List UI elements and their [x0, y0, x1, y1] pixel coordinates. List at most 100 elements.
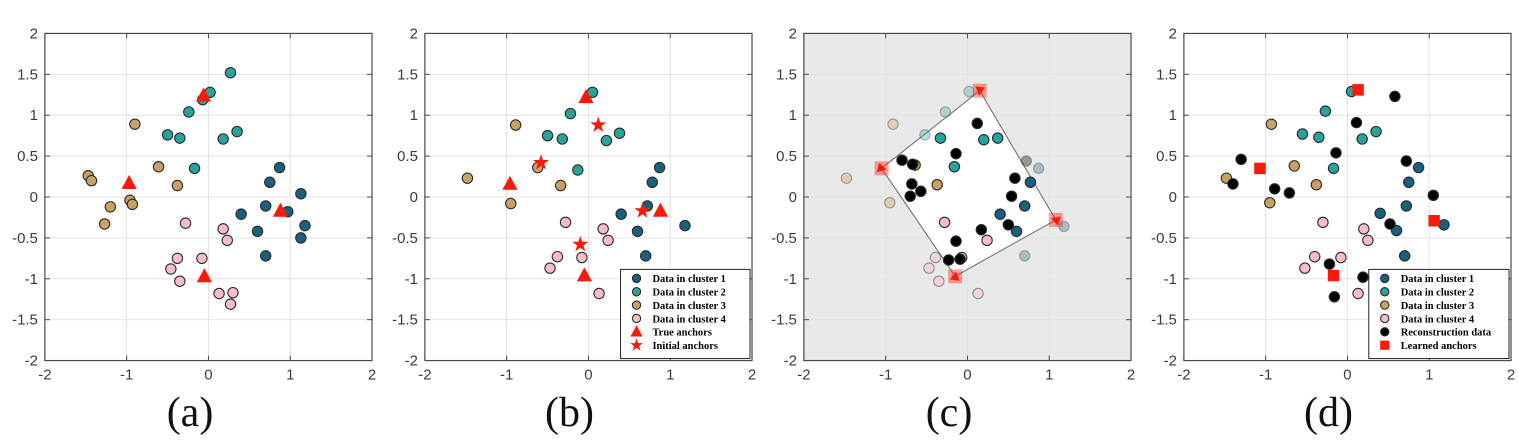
data-point: [227, 286, 239, 299]
y-tick-label: -1: [404, 271, 417, 288]
data-point: [1283, 187, 1295, 199]
x-tick-label: -2: [38, 367, 51, 384]
anchor-triangle-marker: [196, 268, 212, 283]
data-point: [188, 162, 201, 175]
x-tick-label: 0: [204, 367, 212, 384]
data-point: [887, 118, 899, 130]
data-point: [1355, 133, 1368, 145]
y-tick-label: 2: [30, 25, 38, 42]
y-tick-label: -1: [25, 271, 38, 288]
data-point: [971, 117, 983, 130]
y-tick-label: -1: [1163, 271, 1176, 288]
data-point: [639, 250, 651, 262]
data-point: [295, 187, 307, 200]
series-cluster2-faded: [919, 85, 975, 141]
tick-labels: -2 -1 0 1 2 2 1.5 1 0.5 0 -0.5 -1 -1.5 -2: [1151, 25, 1515, 383]
anchor-square-marker: [1253, 162, 1266, 175]
data-point: [509, 119, 521, 131]
data-point: [1383, 218, 1396, 230]
data-point: [906, 158, 919, 171]
data-point: [1319, 105, 1331, 117]
series-cluster3-faded: [840, 118, 899, 209]
data-point: [564, 107, 576, 120]
data-point: [614, 208, 627, 220]
data-point: [1032, 162, 1045, 175]
anchor-square-marker: [1327, 269, 1339, 282]
y-tick-label: 1.5: [776, 66, 797, 83]
x-tick-label: 0: [584, 367, 592, 384]
anchor-star-marker: [629, 338, 643, 351]
data-point: [646, 176, 658, 189]
data-point: [915, 185, 927, 198]
data-point: [183, 106, 195, 118]
anchor-triangle-marker: [576, 267, 592, 282]
subplot-caption-b: (b): [545, 390, 594, 436]
series-true-anchors: [121, 87, 289, 283]
series-cluster3: [82, 118, 184, 230]
data-point: [1010, 225, 1023, 238]
data-point: [1427, 189, 1439, 202]
data-point: [613, 127, 625, 139]
anchor-square-marker: [1379, 340, 1389, 350]
y-tick-label: 1: [30, 107, 38, 124]
x-tick-label: -2: [418, 367, 431, 384]
data-point: [1400, 200, 1412, 212]
tick-labels: -2 -1 0 1 2 2 1.5 1 0.5 0 -0.5 -1 -1.5 -2: [771, 25, 1135, 383]
data-point: [224, 298, 237, 310]
data-point: [1379, 327, 1389, 337]
x-tick-label: 2: [747, 367, 755, 384]
series-learned-anchors-hull: [874, 83, 1063, 284]
series-cluster4-faded: [923, 251, 984, 300]
x-tick-label: -2: [797, 367, 810, 384]
data-point: [1379, 287, 1389, 297]
data-point: [1400, 155, 1412, 167]
y-tick-label: 1.5: [397, 66, 418, 83]
series-cluster3: [1220, 118, 1322, 209]
data-point: [129, 118, 141, 130]
series-cluster2: [541, 86, 625, 176]
data-point: [161, 129, 174, 141]
data-point: [1018, 200, 1031, 212]
anchor-triangle-marker: [272, 202, 289, 217]
data-point: [1334, 251, 1347, 264]
y-tick-label: 0.5: [776, 148, 797, 165]
x-tick-label: 1: [1425, 367, 1433, 384]
data-point: [942, 254, 955, 266]
legend-label: Learned anchors: [1400, 341, 1476, 352]
series-cluster4: [165, 217, 239, 310]
data-point: [1005, 190, 1018, 202]
series-reconstruction: [896, 117, 1021, 266]
data-point: [259, 200, 272, 212]
plot-canvas-d: -2 -1 0 1 2 2 1.5 1 0.5 0 -0.5 -1 -1.5 -2 Data in clus…: [1151, 25, 1515, 383]
data-point: [1388, 90, 1401, 103]
data-point: [1350, 116, 1362, 129]
anchor-star-marker: [633, 202, 650, 218]
subplot-b: -2 -1 0 1 2 2 1.5 1 0.5 0 -0.5 -1 -1.5 -2 Data in clus…: [380, 0, 760, 448]
y-tick-label: -1.5: [771, 312, 797, 329]
y-tick-label: 1: [789, 107, 797, 124]
data-point: [224, 66, 237, 79]
axis-ticks: [423, 32, 753, 362]
y-tick-label: -1.5: [12, 312, 38, 329]
data-point: [896, 154, 908, 166]
anchor-star-marker: [589, 116, 606, 132]
data-point: [601, 234, 614, 247]
grid-lines: [44, 33, 373, 361]
data-point: [1373, 207, 1386, 220]
grid-lines: [803, 33, 1132, 361]
data-point: [171, 252, 184, 265]
data-point: [179, 217, 192, 229]
data-point: [264, 176, 276, 189]
data-point: [273, 161, 286, 174]
data-point: [904, 190, 916, 202]
series-cluster2: [934, 132, 1004, 173]
x-tick-label: -1: [500, 367, 513, 384]
data-point: [196, 252, 208, 265]
data-point: [1316, 216, 1329, 229]
data-point: [950, 235, 962, 247]
data-point: [571, 164, 584, 176]
y-tick-label: 1.5: [1156, 66, 1177, 83]
y-tick-label: 0.5: [1156, 148, 1177, 165]
data-point: [991, 132, 1004, 144]
data-point: [174, 275, 186, 287]
